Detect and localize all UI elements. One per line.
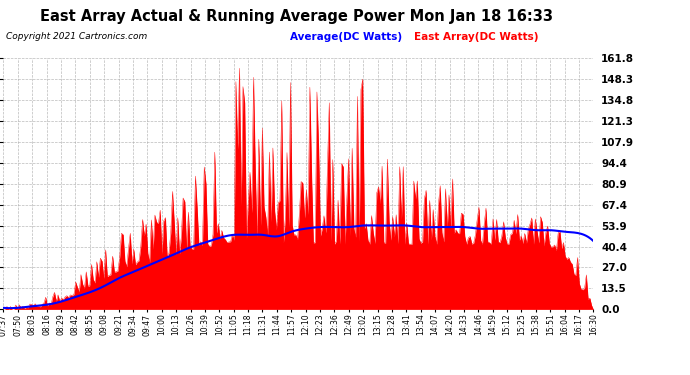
- Text: East Array(DC Watts): East Array(DC Watts): [414, 32, 538, 42]
- Text: East Array Actual & Running Average Power Mon Jan 18 16:33: East Array Actual & Running Average Powe…: [40, 9, 553, 24]
- Text: Average(DC Watts): Average(DC Watts): [290, 32, 402, 42]
- Text: Copyright 2021 Cartronics.com: Copyright 2021 Cartronics.com: [6, 32, 147, 41]
